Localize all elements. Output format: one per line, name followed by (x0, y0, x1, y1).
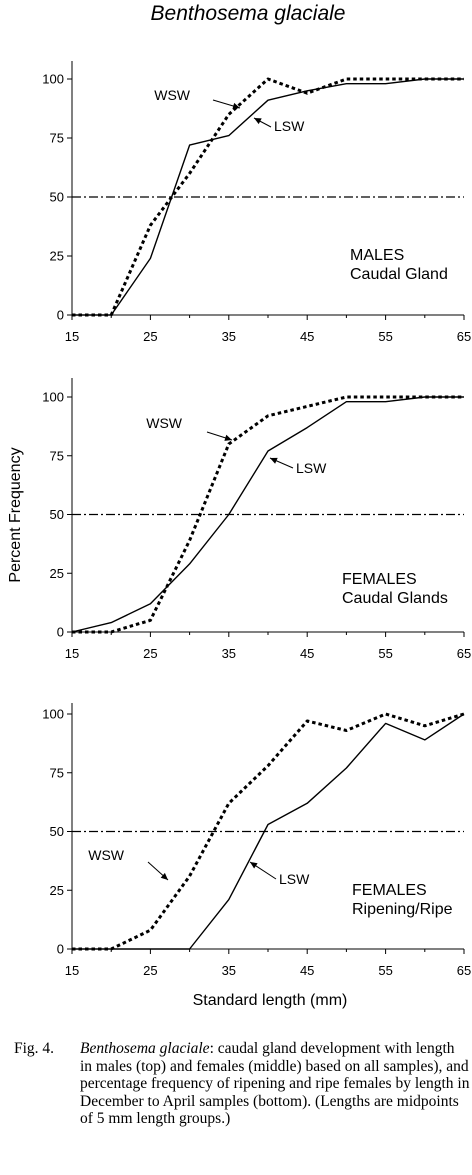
x-tick-label: 45 (300, 329, 314, 344)
y-tick-label: 0 (57, 942, 64, 957)
y-tick-label: 25 (50, 566, 64, 581)
panel-label-line: Caudal Glands (342, 590, 448, 607)
chart-panel: 0 25 50 75 100 15 25 35 45 55 65 LSW WSW FEMALES Cauda… (42, 378, 471, 661)
x-tick-label: 35 (222, 963, 236, 978)
series-line-lsw (72, 713, 465, 950)
x-tick-label: 65 (457, 963, 471, 978)
y-tick-label: 0 (57, 308, 64, 323)
y-tick-label: 50 (50, 507, 64, 522)
x-tick-label: 65 (457, 329, 471, 344)
x-tick-label: 45 (300, 646, 314, 661)
x-tick-label: 25 (143, 329, 157, 344)
y-tick-label: 50 (50, 190, 64, 205)
series-label-wsw: WSW (146, 415, 183, 431)
x-tick-label: 45 (300, 963, 314, 978)
x-tick-label: 15 (65, 329, 79, 344)
series-label-lsw: LSW (296, 460, 327, 476)
caption-figure-number: Fig. 4. (14, 1040, 55, 1057)
y-tick-label: 100 (42, 707, 64, 722)
x-tick-label: 15 (65, 646, 79, 661)
series-line-wsw (72, 712, 465, 951)
series-line-lsw (72, 78, 464, 316)
x-tick-label: 55 (378, 646, 392, 661)
panel-label-line: FEMALES (342, 571, 417, 588)
y-tick-label: 0 (57, 625, 64, 640)
caption-text: : caudal gland development with length i… (80, 1040, 470, 1127)
x-tick-label: 55 (378, 963, 392, 978)
figure-title: Benthosema glaciale (151, 2, 346, 25)
x-axis-label: Standard length (mm) (193, 992, 348, 1009)
annotation-arrow-head (270, 457, 278, 464)
y-tick-label: 50 (50, 824, 64, 839)
series-line-wsw (72, 395, 464, 634)
y-tick-label: 100 (42, 390, 64, 405)
series-label-lsw: LSW (274, 118, 305, 134)
y-tick-label: 25 (50, 249, 64, 264)
series-label-wsw: WSW (154, 87, 191, 103)
x-tick-label: 65 (457, 646, 471, 661)
panel-label-line: FEMALES (352, 882, 427, 899)
y-tick-label: 25 (50, 883, 64, 898)
y-tick-label: 75 (50, 131, 64, 146)
annotation-arrow-head (254, 118, 262, 125)
annotation-arrow-head (160, 872, 168, 880)
x-tick-label: 25 (143, 646, 157, 661)
chart-panels: 0 25 50 75 100 15 25 35 45 55 65 LSW WSW MALES Caudal … (42, 61, 471, 978)
caption-species-name: Benthosema glaciale (80, 1040, 210, 1057)
x-tick-label: 35 (222, 646, 236, 661)
series-line-wsw (72, 77, 464, 317)
x-tick-label: 25 (143, 963, 157, 978)
y-tick-label: 75 (50, 448, 64, 463)
y-tick-label: 75 (50, 765, 64, 780)
series-label-lsw: LSW (279, 871, 310, 887)
series-line-lsw (71, 396, 464, 633)
y-tick-label: 100 (42, 72, 64, 87)
y-axis-label: Percent Frequency (7, 447, 24, 582)
panel-label-line: MALES (350, 247, 404, 264)
x-tick-label: 35 (222, 329, 236, 344)
x-tick-label: 55 (378, 329, 392, 344)
annotation-arrow-head (224, 434, 232, 441)
x-tick-label: 15 (65, 963, 79, 978)
panel-label-line: Ripening/Ripe (352, 901, 453, 918)
series-label-wsw: WSW (88, 847, 125, 863)
annotation-arrow-head (250, 862, 258, 869)
annotation-arrow-head (232, 102, 240, 110)
panel-label-line: Caudal Gland (350, 266, 448, 283)
chart-panel: 0 25 50 75 100 15 25 35 45 55 65 LSW WSW FEMALES Ripen… (42, 703, 471, 978)
chart-panel: 0 25 50 75 100 15 25 35 45 55 65 LSW WSW MALES Caudal … (42, 61, 471, 344)
caption-body: Benthosema glaciale: caudal gland develo… (80, 1040, 470, 1128)
